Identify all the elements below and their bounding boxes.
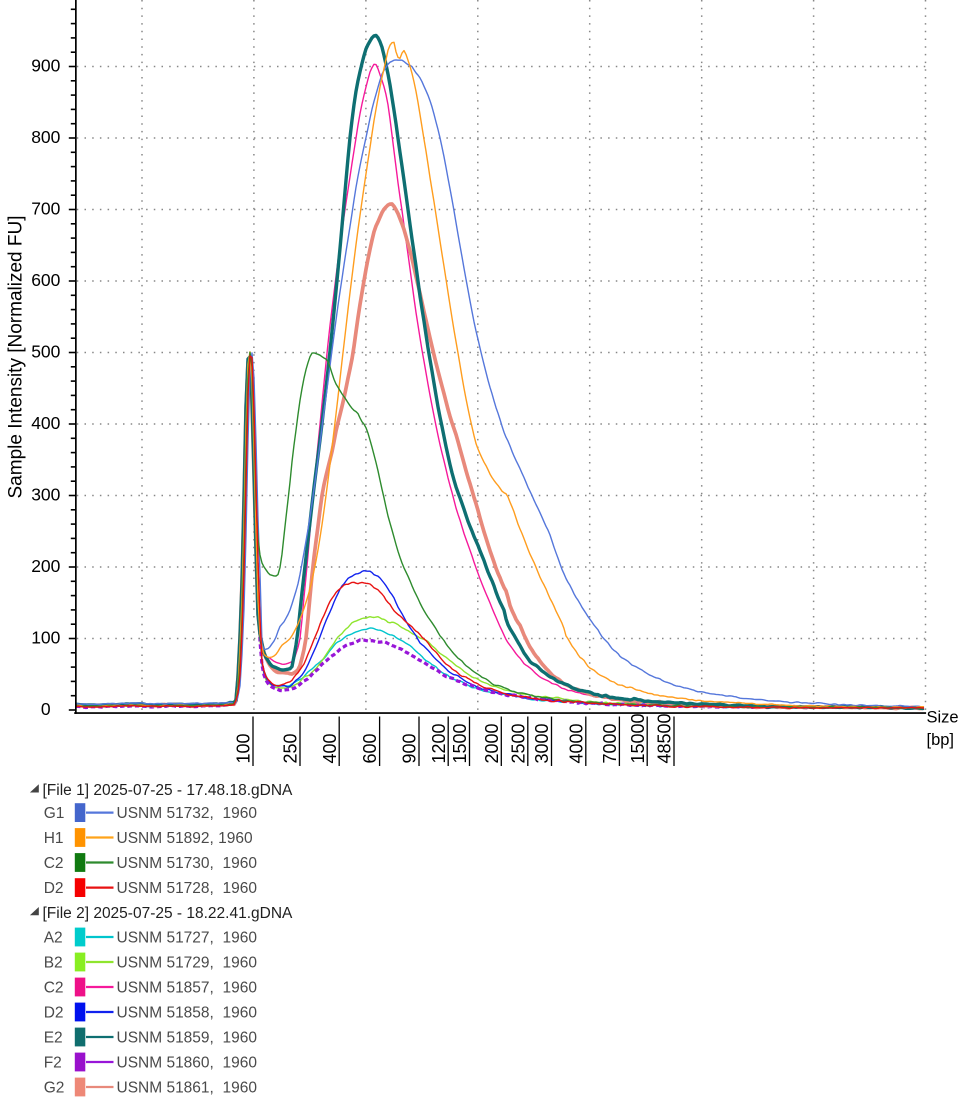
svg-text:[File 1] 2025-07-25 - 17.48.18: [File 1] 2025-07-25 - 17.48.18.gDNA — [43, 782, 294, 799]
svg-text:100: 100 — [31, 628, 60, 648]
svg-text:0: 0 — [41, 699, 51, 719]
svg-text:USNM 51728, 1960: USNM 51728, 1960 — [117, 880, 258, 897]
svg-text:[File 2] 2025-07-25 - 18.22.41: [File 2] 2025-07-25 - 18.22.41.gDNA — [43, 905, 294, 922]
svg-text:C2: C2 — [44, 979, 64, 996]
svg-text:300: 300 — [31, 485, 60, 505]
svg-text:USNM 51861, 1960: USNM 51861, 1960 — [117, 1079, 258, 1096]
svg-text:H1: H1 — [44, 830, 64, 847]
svg-text:1200: 1200 — [429, 723, 449, 763]
svg-text:USNM 51892, 1960: USNM 51892, 1960 — [117, 830, 254, 847]
svg-text:USNM 51857, 1960: USNM 51857, 1960 — [117, 979, 258, 996]
svg-text:Sample Intensity [Normalized F: Sample Intensity [Normalized FU] — [6, 216, 27, 499]
svg-text:7000: 7000 — [600, 723, 620, 763]
svg-text:400: 400 — [320, 733, 340, 763]
svg-text:250: 250 — [281, 733, 301, 763]
svg-text:E2: E2 — [44, 1029, 63, 1046]
svg-text:USNM 51858, 1960: USNM 51858, 1960 — [117, 1004, 258, 1021]
svg-text:USNM 51859, 1960: USNM 51859, 1960 — [117, 1029, 258, 1046]
svg-text:G2: G2 — [44, 1079, 65, 1096]
svg-text:G1: G1 — [44, 805, 65, 822]
svg-text:USNM 51730, 1960: USNM 51730, 1960 — [117, 855, 258, 872]
svg-text:200: 200 — [31, 556, 60, 576]
svg-text:600: 600 — [31, 270, 60, 290]
svg-text:Size: Size — [927, 709, 959, 727]
svg-text:[bp]: [bp] — [927, 731, 955, 749]
svg-text:C2: C2 — [44, 855, 64, 872]
svg-text:USNM 51727, 1960: USNM 51727, 1960 — [117, 929, 258, 946]
svg-text:400: 400 — [31, 413, 60, 433]
svg-text:2000: 2000 — [482, 723, 502, 763]
svg-text:600: 600 — [360, 733, 380, 763]
svg-text:48500: 48500 — [655, 713, 675, 763]
svg-text:700: 700 — [31, 199, 60, 219]
svg-text:D2: D2 — [44, 1004, 64, 1021]
svg-text:4000: 4000 — [566, 723, 586, 763]
svg-text:100: 100 — [234, 733, 254, 763]
svg-text:15000: 15000 — [628, 713, 648, 763]
svg-text:D2: D2 — [44, 880, 64, 897]
svg-text:USNM 51729, 1960: USNM 51729, 1960 — [117, 954, 258, 971]
svg-text:A2: A2 — [44, 929, 63, 946]
svg-text:800: 800 — [31, 127, 60, 147]
svg-text:900: 900 — [400, 733, 420, 763]
svg-text:USNM 51860, 1960: USNM 51860, 1960 — [117, 1054, 258, 1071]
svg-text:500: 500 — [31, 342, 60, 362]
svg-text:F2: F2 — [44, 1054, 62, 1071]
svg-text:3000: 3000 — [532, 723, 552, 763]
svg-text:900: 900 — [31, 56, 60, 76]
svg-text:2500: 2500 — [508, 723, 528, 763]
svg-text:USNM 51732, 1960: USNM 51732, 1960 — [117, 805, 258, 822]
svg-text:1500: 1500 — [450, 723, 470, 763]
svg-text:B2: B2 — [44, 954, 63, 971]
